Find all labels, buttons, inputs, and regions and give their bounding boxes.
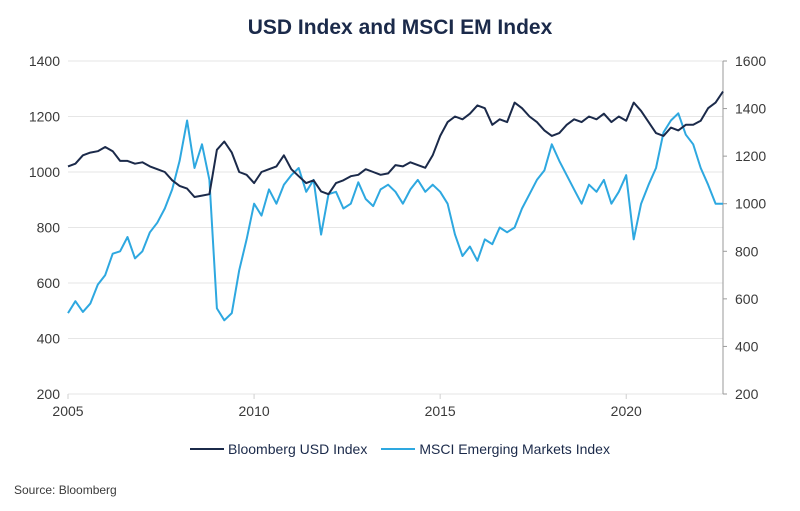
left-axis-tick-label: 1400 [29,53,60,69]
chart-title: USD Index and MSCI EM Index [247,16,553,39]
right-axis-tick-label: 1200 [735,148,766,164]
right-axis-tick-label: 1600 [735,53,766,69]
series-lines [67,90,724,322]
right-axis-tick-label: 1000 [735,196,766,212]
x-axis-tick-label: 2015 [425,403,456,419]
legend-swatch-msci [381,448,416,450]
legend-item-msci: MSCI Emerging Markets Index [381,441,610,457]
left-axis-tick-label: 800 [37,220,61,236]
right-axis: 200 400 600 800 1000 1200 1400 1600 [722,53,766,402]
left-axis-tick-label: 200 [37,386,61,402]
legend-item-usd: Bloomberg USD Index [190,441,367,457]
right-axis-tick-label: 600 [735,291,759,307]
right-axis-tick-label: 400 [735,338,759,354]
left-axis-tick-label: 1000 [29,164,60,180]
legend-label-msci: MSCI Emerging Markets Index [419,441,610,457]
right-axis-tick-label: 200 [735,386,759,402]
left-axis-tick-label: 1200 [29,109,60,125]
left-axis-ticks: 200 400 600 800 1000 1200 1400 [29,53,60,402]
x-axis-tick-label: 2005 [52,403,83,419]
right-axis-tick-label: 1400 [735,101,766,117]
right-axis-tick-label: 800 [735,243,759,259]
series-line-msci-em-index [67,112,723,322]
x-axis-tick-label: 2020 [611,403,642,419]
series-line-usd-index [67,90,724,198]
source-note: Source: Bloomberg [14,483,117,497]
legend-swatch-usd [190,448,225,450]
x-axis-tick-label: 2010 [239,403,270,419]
left-axis-tick-label: 600 [37,275,61,291]
legend-label-usd: Bloomberg USD Index [228,441,368,457]
left-axis-tick-label: 400 [37,331,61,347]
x-axis-ticks: 2005 2010 2015 2020 [52,394,642,419]
gridlines [68,60,723,395]
legend: Bloomberg USD Index MSCI Emerging Market… [0,441,800,457]
